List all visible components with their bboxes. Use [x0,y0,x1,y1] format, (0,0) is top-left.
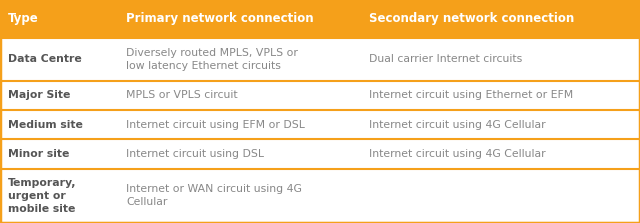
Text: Diversely routed MPLS, VPLS or
low latency Ethernet circuits: Diversely routed MPLS, VPLS or low laten… [126,48,298,71]
Text: Internet circuit using 4G Cellular: Internet circuit using 4G Cellular [369,149,546,159]
Bar [0,169,640,223]
Bar [0,38,640,81]
Text: Internet circuit using DSL: Internet circuit using DSL [126,149,264,159]
Bar [0,110,640,139]
Text: Primary network connection: Primary network connection [126,12,314,25]
Text: Temporary,
urgent or
mobile site: Temporary, urgent or mobile site [8,178,76,214]
Text: Type: Type [8,12,38,25]
Text: Minor site: Minor site [8,149,69,159]
Bar [0,0,640,38]
Text: Dual carrier Internet circuits: Dual carrier Internet circuits [369,54,522,64]
Text: Major Site: Major Site [8,91,70,101]
Text: MPLS or VPLS circuit: MPLS or VPLS circuit [126,91,237,101]
Text: Internet or WAN circuit using 4G
Cellular: Internet or WAN circuit using 4G Cellula… [126,184,302,207]
Bar [0,81,640,110]
Text: Internet circuit using 4G Cellular: Internet circuit using 4G Cellular [369,120,546,130]
Text: Internet circuit using EFM or DSL: Internet circuit using EFM or DSL [126,120,305,130]
Text: Secondary network connection: Secondary network connection [369,12,575,25]
Text: Data Centre: Data Centre [8,54,81,64]
Text: Internet circuit using Ethernet or EFM: Internet circuit using Ethernet or EFM [369,91,573,101]
Bar [0,139,640,169]
Text: Medium site: Medium site [8,120,83,130]
